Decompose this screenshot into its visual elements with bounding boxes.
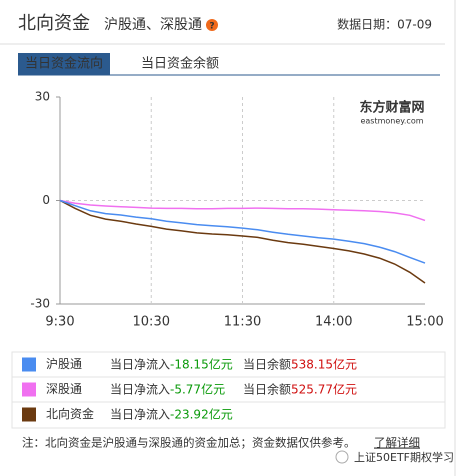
legend-table	[11, 351, 446, 429]
help-icon-glyph: ?	[209, 22, 214, 32]
legend-swatch	[22, 357, 36, 372]
tab-active[interactable]: 当日资金流向	[25, 56, 103, 72]
net-inflow-label: 当日净流入	[110, 382, 170, 396]
x-tick-label: 11:30	[224, 315, 261, 330]
line	[59, 199, 426, 284]
legend-name: 沪股通	[46, 357, 82, 371]
net-inflow-label: 当日净流入	[110, 357, 170, 371]
balance-label: 当日余额	[243, 381, 291, 396]
net-inflow: 当日净流入-5.77亿元	[110, 381, 225, 396]
note: 注：北向资金是沪股通与深股通的资金加总；资金数据仅供参考。	[22, 436, 356, 450]
net-inflow-value: -23.92亿元	[170, 406, 233, 421]
x-tick-label: 10:30	[133, 315, 170, 330]
x-tick-label: 15:00	[406, 315, 443, 330]
line	[59, 199, 426, 264]
balance-value: 538.15亿元	[291, 356, 357, 371]
balance-value: 525.77亿元	[291, 381, 357, 396]
y-tick-label: 0	[42, 193, 50, 207]
net-inflow: 当日净流入-23.92亿元	[110, 406, 233, 421]
subtitle: 沪股通、深股通	[104, 17, 202, 33]
y-tick-label: 30	[35, 90, 50, 104]
footer-watermark: 上证50ETF期权学习	[354, 450, 454, 464]
balance: 当日余额525.77亿元	[243, 381, 357, 396]
tab[interactable]: 当日资金余额	[141, 56, 219, 72]
data-date: 数据日期：07-09	[337, 17, 432, 32]
net-inflow-label: 当日净流入	[110, 407, 170, 421]
help-icon[interactable]	[206, 19, 218, 31]
balance-label: 当日余额	[243, 356, 291, 371]
detail-link[interactable]: 了解详细	[374, 436, 420, 450]
legend-swatch	[22, 382, 36, 397]
legend-swatch	[22, 407, 36, 422]
tab-active-bg[interactable]	[18, 53, 110, 75]
title: 北向资金	[18, 13, 90, 34]
net-inflow: 当日净流入-18.15亿元	[110, 356, 233, 371]
chart-watermark-sub: eastmoney.com	[360, 117, 423, 126]
x-tick-label: 14:00	[315, 315, 352, 330]
balance: 当日余额538.15亿元	[243, 356, 357, 371]
chart-watermark: 东方财富网	[359, 100, 424, 116]
net-inflow-value: -18.15亿元	[170, 356, 233, 371]
legend-name: 深股通	[46, 382, 82, 396]
y-tick-label: -30	[30, 297, 50, 311]
line	[59, 199, 426, 222]
legend-name: 北向资金	[46, 406, 94, 421]
x-tick-label: 9:30	[45, 315, 74, 330]
wechat-icon	[335, 450, 349, 464]
net-inflow-value: -5.77亿元	[170, 381, 225, 396]
